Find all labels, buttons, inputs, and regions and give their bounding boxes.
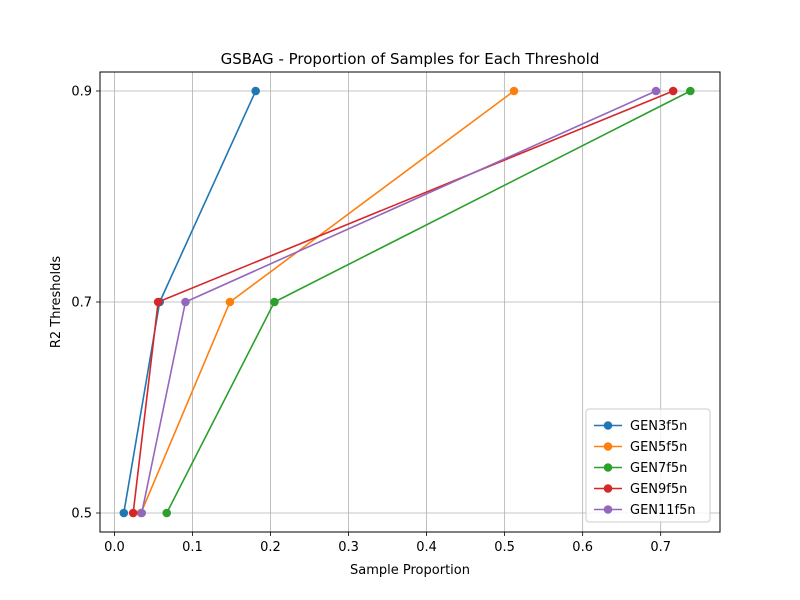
series-GEN9f5n	[128, 86, 678, 518]
data-point	[509, 86, 519, 96]
data-point	[181, 297, 190, 307]
data-point	[137, 508, 147, 518]
axis-ticks: 0.0 0.1 0.2 0.3 0.4 0.5 0.6 0.7 0.5 0.7 0.9	[71, 84, 671, 555]
x-tick-label: 0.2	[260, 540, 281, 555]
data-point	[153, 297, 163, 307]
legend-swatch-marker	[603, 505, 613, 514]
data-point	[225, 297, 235, 307]
legend-box	[585, 408, 711, 523]
legend-label: GEN7f5n	[630, 461, 687, 476]
data-point	[270, 297, 279, 307]
chart-title: GSBAG - Proportion of Samples for Each T…	[221, 50, 600, 68]
data-point	[651, 86, 661, 96]
data-point	[686, 86, 695, 96]
y-tick-label: 0.5	[71, 507, 92, 522]
legend-label: GEN5f5n	[630, 440, 687, 455]
data-point	[128, 508, 138, 518]
data-point	[251, 86, 260, 96]
legend: GEN3f5n GEN5f5n GEN7f5n GEN9f5n GEN11f5n	[585, 408, 711, 523]
x-tick-label: 0.1	[182, 540, 203, 555]
legend-swatch-marker	[603, 463, 613, 472]
y-tick-label: 0.9	[71, 84, 92, 99]
x-tick-label: 0.4	[416, 540, 437, 555]
x-tick-label: 0.5	[494, 540, 515, 555]
y-tick-label: 0.7	[71, 296, 92, 311]
x-tick-label: 0.6	[572, 540, 593, 555]
x-tick-label: 0.0	[104, 540, 125, 555]
y-axis-label: R2 Thresholds	[49, 256, 64, 349]
series-group	[119, 86, 695, 518]
x-tick-label: 0.7	[650, 540, 671, 555]
data-point	[668, 86, 678, 96]
data-point	[162, 508, 172, 518]
x-tick-label: 0.3	[338, 540, 359, 555]
legend-label: GEN11f5n	[630, 503, 696, 518]
series-GEN11f5n	[137, 86, 661, 518]
series-GEN7f5n	[162, 86, 695, 518]
legend-label: GEN9f5n	[630, 482, 687, 497]
legend-swatch-marker	[603, 442, 613, 451]
x-axis-label: Sample Proportion	[350, 563, 470, 578]
legend-swatch-marker	[603, 421, 613, 430]
legend-label: GEN3f5n	[630, 419, 687, 434]
data-point	[119, 508, 129, 518]
legend-swatch-marker	[603, 484, 613, 493]
